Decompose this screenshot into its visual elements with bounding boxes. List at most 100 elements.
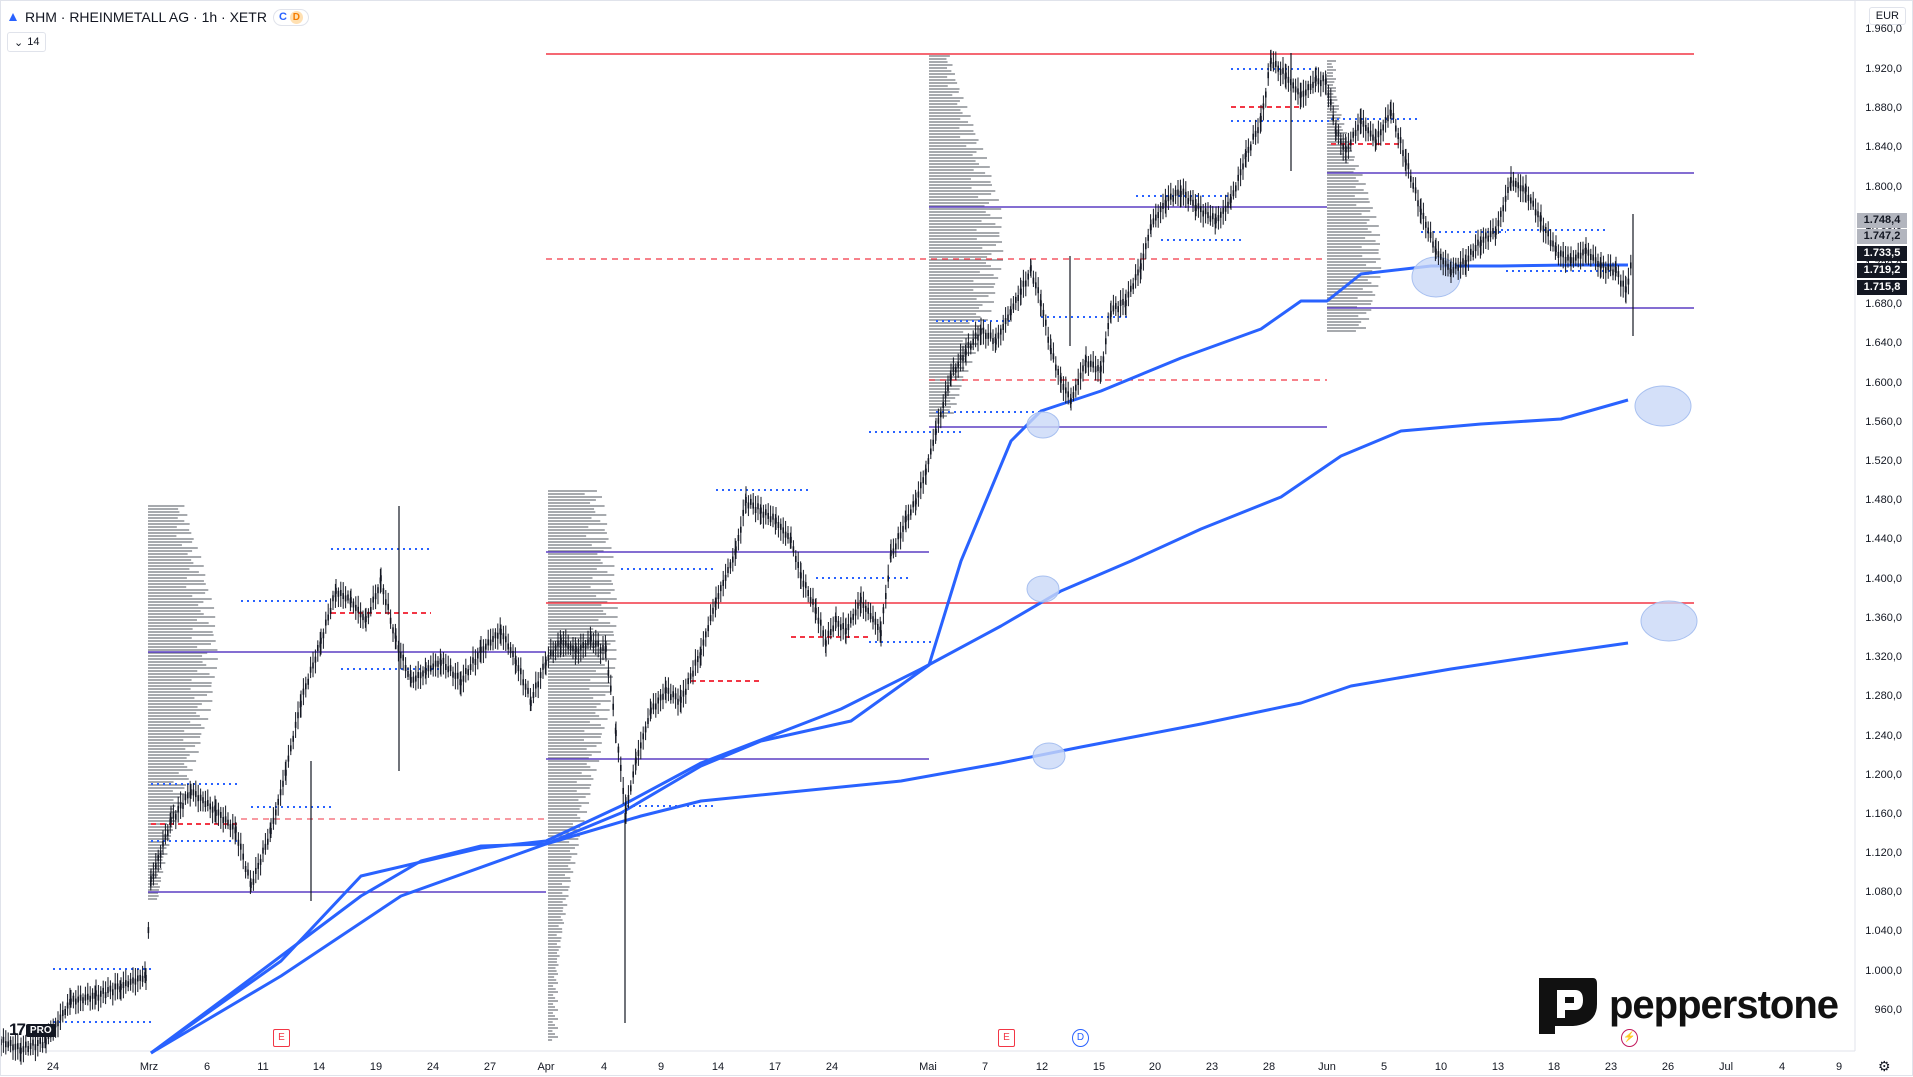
candle-body (342, 593, 344, 600)
candle-body (905, 515, 907, 522)
candle-body (720, 585, 722, 592)
candle-body (765, 509, 767, 516)
candle-body (430, 665, 432, 672)
candle-body (377, 587, 379, 594)
candle-body (1220, 211, 1222, 218)
candle-body (885, 593, 887, 600)
candle-body (337, 590, 340, 597)
candle-body (382, 588, 385, 595)
ema-slow (150, 641, 1629, 1055)
earnings-event-icon[interactable]: E (273, 1029, 290, 1047)
candle-body (800, 572, 802, 579)
candle-body (685, 688, 687, 695)
candle-body (1140, 263, 1142, 270)
candle-body (1275, 60, 1277, 67)
candle-body (357, 606, 359, 613)
candle-body (612, 703, 614, 710)
candle-body (145, 974, 147, 981)
candle-body (899, 532, 902, 539)
candle-body (577, 647, 580, 654)
candle-body (712, 607, 714, 614)
candle-body (139, 974, 141, 981)
candle-body (1467, 255, 1470, 262)
candle-body (644, 726, 647, 733)
candle-body (890, 550, 892, 557)
time-axis-label: Apr (537, 1061, 555, 1073)
candle-body (737, 534, 740, 541)
candle-body (772, 513, 774, 520)
brand-name: pepperstone (1609, 982, 1839, 1027)
candle-body (1515, 180, 1517, 187)
candle-body (410, 677, 412, 684)
candle-body (790, 536, 792, 543)
candle-body (817, 617, 820, 624)
symbol-header[interactable]: RHM · RHEINMETALL AG · 1h · XETR C D (7, 7, 309, 27)
candle-body (112, 989, 114, 996)
time-axis-label: 9 (657, 1061, 665, 1073)
candle-body (385, 599, 387, 606)
candle-body (1189, 195, 1192, 202)
candle-body (1435, 248, 1437, 255)
candle-body (717, 593, 720, 600)
pepperstone-logo-icon (1539, 978, 1597, 1034)
candle-body (1525, 185, 1527, 192)
candle-body (1180, 190, 1182, 197)
currency-button[interactable]: EUR (1868, 7, 1906, 25)
candle-body (482, 646, 485, 653)
time-axis-label: 24 (426, 1061, 440, 1073)
candle-body (39, 1037, 41, 1044)
candle-body (1307, 84, 1309, 91)
candle-body (175, 813, 177, 820)
candle-body (1145, 243, 1147, 250)
candle-body (1617, 271, 1620, 278)
time-axis-label: 12 (1035, 1061, 1049, 1073)
candle-body (642, 733, 644, 740)
pro-badge: PRO (25, 1023, 56, 1037)
candle-body (1010, 309, 1012, 316)
candle-body (1115, 303, 1117, 310)
candle-body (1452, 267, 1455, 274)
candle-body (69, 998, 71, 1005)
candle-body (1204, 208, 1207, 215)
candle-body (509, 647, 512, 654)
candle-body (1404, 156, 1407, 163)
candle-body (1159, 206, 1162, 213)
candle-body (1395, 125, 1397, 132)
candle-body (562, 640, 565, 647)
candle-body (782, 527, 784, 534)
candle-body (1477, 239, 1479, 246)
time-axis-label: Mrz (139, 1061, 159, 1073)
candle-body (1377, 131, 1380, 138)
candle-body (862, 601, 865, 608)
candle-body (227, 819, 229, 826)
candle-body (1047, 336, 1049, 343)
candle-body (662, 693, 664, 700)
candle-body (702, 639, 705, 646)
candle-body (1560, 250, 1562, 257)
candle-body (505, 636, 507, 643)
candle-body (932, 439, 934, 446)
volume-profile-jun (1327, 60, 1382, 332)
ema-medium (150, 398, 1629, 1055)
candle-body (1162, 202, 1164, 209)
candle-body (552, 650, 554, 657)
symbol-title[interactable]: RHM · RHEINMETALL AG · 1h · XETR (25, 9, 267, 25)
candle-body (1230, 196, 1232, 203)
candle-body (402, 654, 404, 661)
settings-gear-icon[interactable]: ⚙ (1878, 1058, 1891, 1074)
tradingview-logo[interactable]: 17 PRO (9, 1020, 56, 1040)
candle-body (66, 1002, 69, 1009)
candle-body (622, 787, 624, 794)
indicator-collapse-button[interactable]: ⌄ 14 (7, 32, 47, 52)
candle-body (12, 1044, 14, 1051)
candle-body (1187, 198, 1189, 205)
status-pills[interactable]: C D (272, 8, 309, 26)
candle-body (247, 869, 249, 876)
candle-body (64, 1008, 66, 1015)
earnings-event-icon[interactable]: E (998, 1029, 1015, 1047)
candle-body (157, 854, 159, 861)
dividend-event-icon[interactable]: D (1072, 1029, 1089, 1047)
lightning-event-icon[interactable]: ⚡ (1621, 1029, 1638, 1047)
candle-body (992, 338, 994, 345)
